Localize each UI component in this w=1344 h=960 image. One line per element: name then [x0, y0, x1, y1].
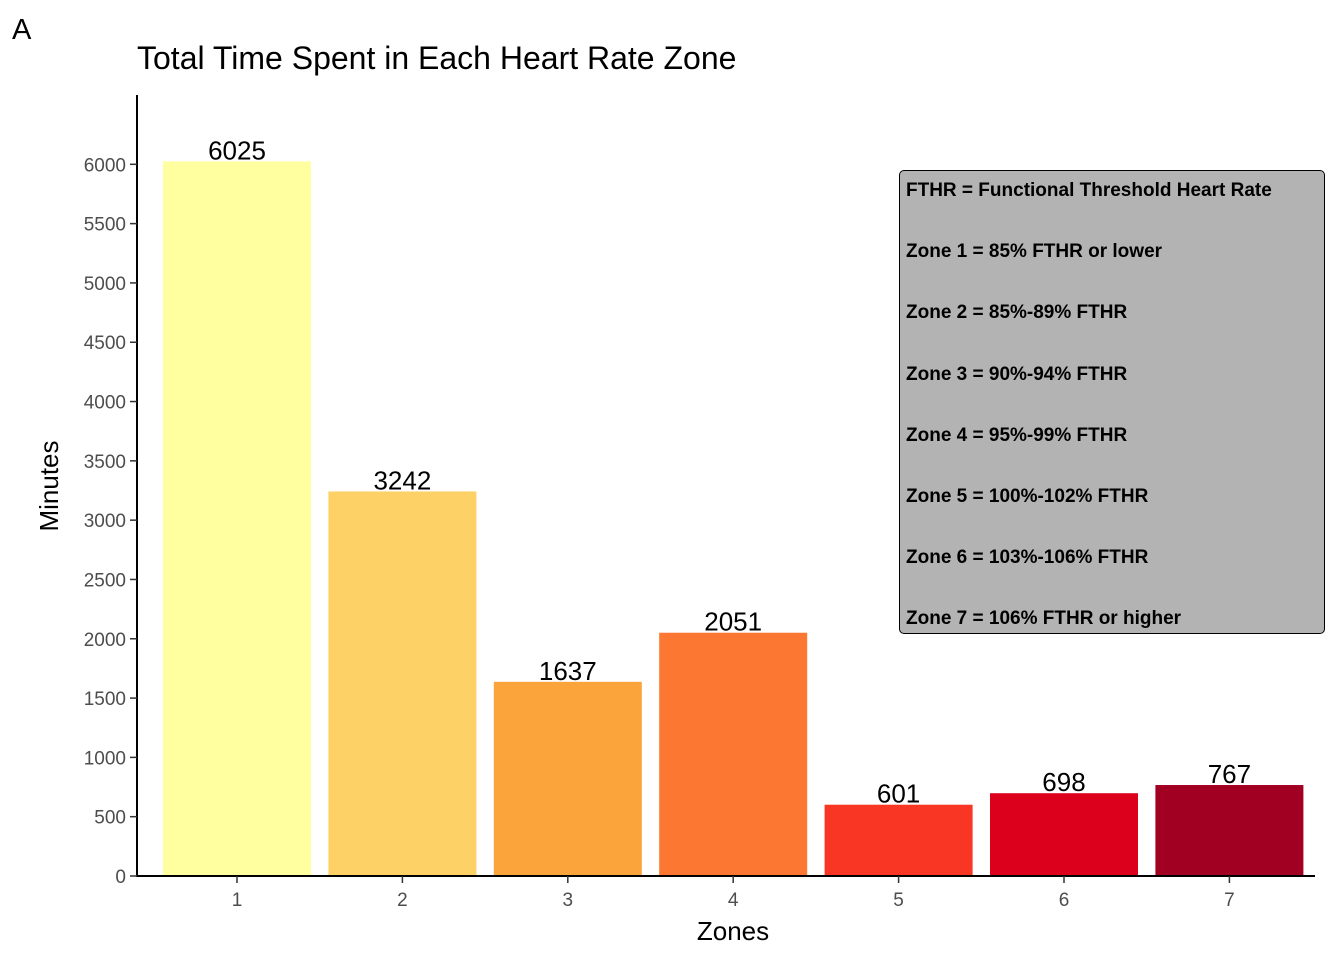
y-tick-label: 6000 [84, 155, 126, 176]
panel-tag: A [12, 14, 32, 46]
x-tick-label: 4 [728, 890, 739, 911]
bar-label-zone-1: 6025 [208, 135, 266, 165]
y-axis-label: Minutes [34, 440, 64, 531]
y-tick-label: 5500 [84, 215, 126, 236]
axes-group [136, 95, 1315, 877]
zone-definition-line: Zone 6 = 103%-106% FTHR [906, 547, 1149, 569]
y-tick-label: 4000 [84, 393, 126, 414]
x-axis-label: Zones [697, 916, 769, 946]
bar-label-zone-5: 601 [877, 779, 920, 809]
chart-title: Total Time Spent in Each Heart Rate Zone [137, 40, 737, 76]
bar-zone-5 [824, 804, 973, 876]
y-tick-label: 0 [115, 867, 126, 888]
bar-label-zone-7: 767 [1208, 759, 1251, 789]
zone-definition-line: Zone 1 = 85% FTHR or lower [906, 241, 1163, 263]
y-tick-label: 3000 [84, 511, 126, 532]
y-tick-label: 2500 [84, 570, 126, 591]
y-tick-label: 2000 [84, 630, 126, 651]
y-tick-label: 4500 [84, 333, 126, 354]
y-tick-label: 5000 [84, 274, 126, 295]
zone-definition-line: Zone 5 = 100%-102% FTHR [906, 486, 1149, 507]
zone-definition-line: Zone 2 = 85%-89% FTHR [906, 302, 1128, 324]
zone-definitions-box: FTHR = Functional Threshold Heart Rate Zo… [899, 170, 1325, 634]
zone-definition-line: Zone 4 = 95%-99% FTHR [906, 424, 1128, 446]
bar-label-zone-3: 1637 [539, 656, 597, 686]
bar-zone-7 [1155, 785, 1304, 876]
fthr-definition-line: FTHR = Functional Threshold Heart Rate [906, 180, 1272, 201]
y-tick-label: 3500 [84, 452, 126, 473]
bar-zone-6 [990, 793, 1138, 876]
x-tick-label: 5 [893, 890, 904, 911]
bar-zone-1 [163, 161, 311, 877]
y-tick-label: 1500 [84, 689, 126, 710]
x-ticks-group: 1 2 3 4 5 6 7 [232, 876, 1235, 911]
bar-label-zone-6: 698 [1042, 767, 1085, 797]
zone-definition-line: Zone 7 = 106% FTHR or higher [906, 608, 1182, 630]
bar-labels-group: 6025 3242 1637 2051 601 698 767 [208, 135, 1251, 808]
x-tick-label: 6 [1059, 890, 1070, 911]
x-tick-label: 1 [232, 890, 243, 911]
bar-zone-4 [659, 632, 808, 876]
y-ticks-group: 0 500 1000 1500 2000 2500 3000 3500 4000 4500 5000… [84, 155, 137, 888]
bar-label-zone-2: 3242 [373, 465, 431, 495]
bar-zone-3 [493, 681, 642, 876]
bar-zone-2 [328, 491, 477, 876]
y-tick-label: 1000 [84, 748, 126, 769]
bar-label-zone-4: 2051 [704, 607, 762, 637]
zone-definition-line: Zone 3 = 90%-94% FTHR [906, 363, 1128, 385]
y-tick-label: 500 [94, 808, 126, 829]
x-tick-label: 3 [563, 890, 574, 911]
bars-group [163, 161, 1304, 877]
x-tick-label: 2 [397, 890, 408, 911]
x-tick-label: 7 [1224, 890, 1235, 911]
